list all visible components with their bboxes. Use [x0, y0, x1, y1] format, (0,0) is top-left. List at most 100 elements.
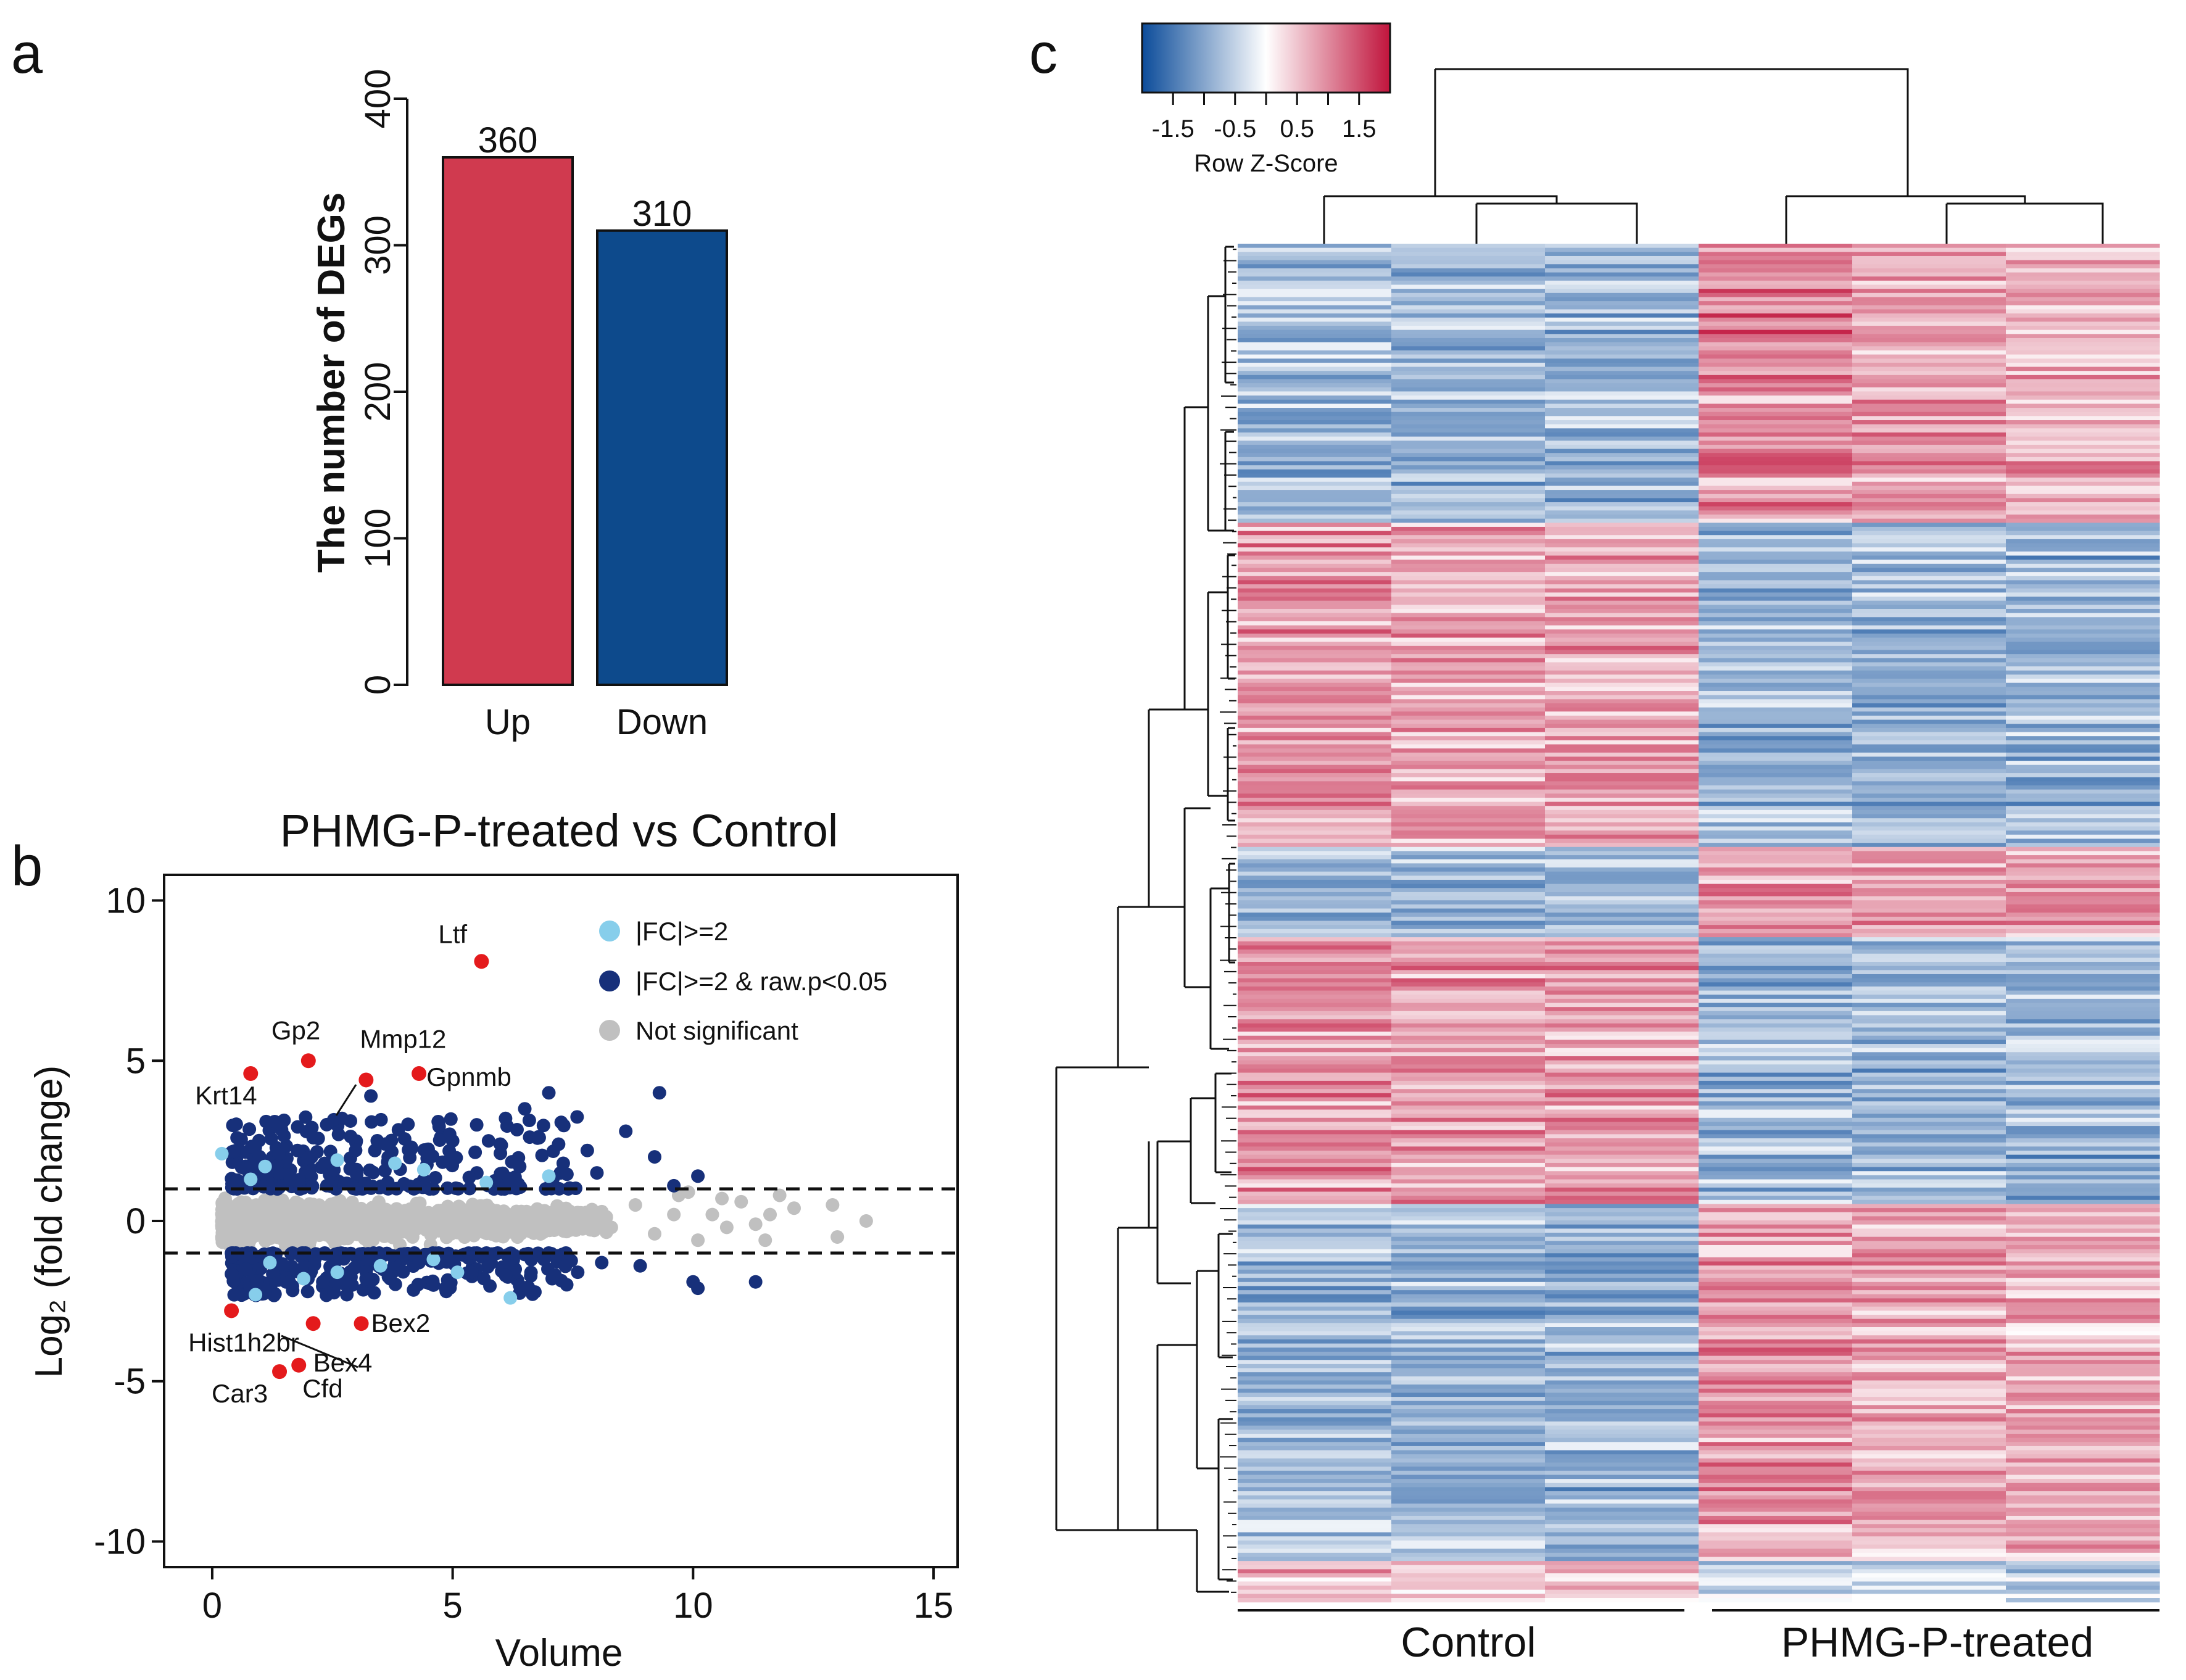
heatmap-cell [2006, 1470, 2160, 1476]
heatmap-cell [1852, 563, 2006, 569]
heatmap-cell [1699, 1421, 1853, 1426]
point-significant [555, 1248, 569, 1262]
heatmap-cell [1545, 1175, 1699, 1180]
point-fc-only [249, 1288, 263, 1302]
heatmap-cell [1391, 268, 1546, 273]
point-significant [509, 1181, 523, 1196]
heatmap-cell [1699, 1499, 1853, 1504]
heatmap-cell [1852, 1581, 2006, 1586]
heatmap-cell [1545, 490, 1699, 495]
heatmap-cell [1391, 1048, 1546, 1053]
heatmap-cell [1391, 859, 1546, 864]
heatmap-cell [1545, 724, 1699, 729]
heatmap-cell [1699, 1134, 1853, 1139]
heatmap-cell [1699, 313, 1853, 318]
heatmap-cell [1699, 1363, 1853, 1369]
heatmap-cell [1238, 888, 1392, 893]
point-not-significant [334, 1207, 349, 1222]
heatmap-cell [1545, 859, 1699, 864]
point-significant [227, 1288, 241, 1302]
heatmap-cell [1391, 925, 1546, 930]
point-not-significant [277, 1226, 291, 1240]
heatmap-cell [1238, 1515, 1392, 1521]
heatmap-cell [1238, 395, 1392, 400]
heatmap-cell [1545, 1372, 1699, 1377]
heatmap-cell [2006, 625, 2160, 630]
heatmap-cell [2006, 950, 2160, 954]
heatmap-cell [1238, 1524, 1392, 1529]
heatmap-cell [1699, 1187, 1853, 1193]
heatmap-cell [2006, 494, 2160, 499]
point-not-significant [859, 1214, 873, 1228]
heatmap-cell [1238, 1327, 1392, 1332]
heatmap-cell [1238, 645, 1392, 651]
heatmap-cell [1238, 662, 1392, 667]
heatmap-cell [1391, 289, 1546, 294]
heatmap-cell [1545, 1376, 1699, 1381]
heatmap-cell [1545, 1363, 1699, 1369]
heatmap-cell [2006, 515, 2160, 519]
heatmap-cell [1545, 707, 1699, 712]
heatmap-cell [1238, 1138, 1392, 1143]
point-not-significant [830, 1230, 845, 1244]
heatmap-cell [1852, 305, 2006, 310]
heatmap-cell [1699, 1167, 1853, 1172]
heatmap-cell [1699, 658, 1853, 663]
heatmap-cell [1852, 354, 2006, 359]
heatmap-cell [1391, 1241, 1546, 1246]
heatmap-cell [1545, 645, 1699, 651]
point-significant [633, 1259, 647, 1273]
point-fc-only [330, 1153, 344, 1167]
heatmap-cell [1699, 329, 1853, 334]
heatmap-cell [1238, 875, 1392, 880]
heatmap-cell [1545, 1540, 1699, 1546]
heatmap-cell [2006, 781, 2160, 786]
heatmap-cell [1852, 428, 2006, 433]
heatmap-cell [2006, 982, 2160, 987]
heatmap-cell [1852, 950, 2006, 954]
heatmap-cell [1699, 444, 1853, 450]
heatmap-cell [1699, 1236, 1853, 1241]
heatmap-cell [1852, 309, 2006, 314]
heatmap-cell [2006, 1269, 2160, 1275]
heatmap-cell [1852, 412, 2006, 416]
heatmap-cell [1391, 244, 1546, 249]
heatmap-cell [1545, 1528, 1699, 1533]
heatmap-cell [1391, 358, 1546, 363]
heatmap-cell [1545, 781, 1699, 786]
heatmap-cell [1391, 1483, 1546, 1488]
heatmap-cell [1699, 1085, 1853, 1090]
scatter-x-tick-label: 0 [202, 1586, 222, 1626]
heatmap-cell [1545, 592, 1699, 597]
heatmap-cell [1391, 1273, 1546, 1278]
heatmap-cell [1699, 1162, 1853, 1168]
heatmap-cell [2006, 1175, 2160, 1180]
heatmap-cell [1699, 941, 1853, 946]
heatmap-cell [1238, 1290, 1392, 1295]
heatmap-cell [1699, 1035, 1853, 1040]
heatmap-cell [1391, 1405, 1546, 1410]
gene-label-mmp12: Mmp12 [360, 1024, 446, 1053]
heatmap-cell [1238, 432, 1392, 437]
heatmap-cell [1238, 1093, 1392, 1098]
heatmap-cell [2006, 826, 2160, 831]
heatmap-cell [1852, 724, 2006, 729]
heatmap-cell [1852, 1101, 2006, 1106]
heatmap-cell [1852, 1388, 2006, 1394]
heatmap-cell [1852, 473, 2006, 478]
heatmap-cell [1391, 826, 1546, 831]
heatmap-cell [1391, 809, 1546, 815]
heatmap-cell [1238, 284, 1392, 289]
heatmap-cell [2006, 584, 2160, 589]
point-labeled-gene [354, 1316, 369, 1331]
point-not-significant [300, 1200, 315, 1214]
heatmap-cell [2006, 428, 2160, 433]
heatmap-cell [1852, 1023, 2006, 1028]
heatmap-cell [1391, 1175, 1546, 1180]
heatmap-cell [1545, 617, 1699, 622]
heatmap-cell [1852, 896, 2006, 901]
heatmap-cell [1699, 457, 1853, 462]
heatmap-cell [1699, 1122, 1853, 1127]
heatmap-cell [1238, 1310, 1392, 1315]
heatmap-cell [1699, 1380, 1853, 1385]
